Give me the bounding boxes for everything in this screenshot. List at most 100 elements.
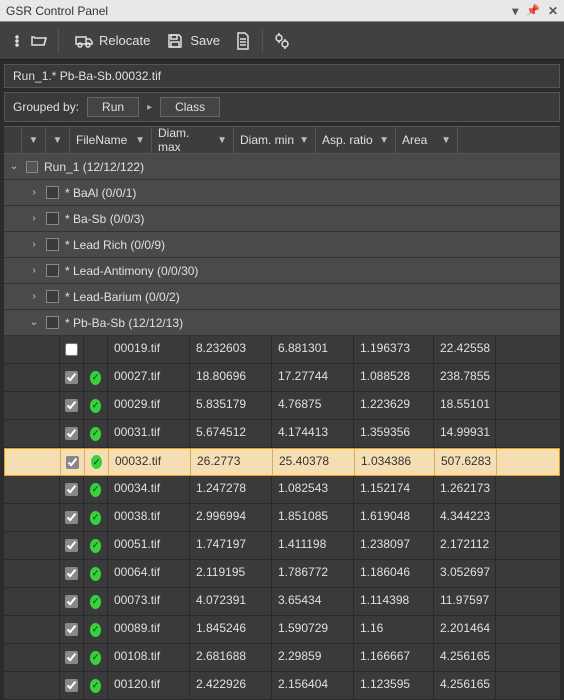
filter-icon[interactable]: ▼ bbox=[441, 135, 451, 146]
group-row-class[interactable]: ⌄* Pb-Ba-Sb (12/12/13) bbox=[4, 310, 560, 336]
group-row-class[interactable]: ›* Lead-Antimony (0/0/30) bbox=[4, 258, 560, 284]
window-title: GSR Control Panel bbox=[6, 4, 108, 18]
group-row-class[interactable]: ›* BaAl (0/0/1) bbox=[4, 180, 560, 206]
row-checkbox[interactable] bbox=[66, 456, 79, 469]
row-checkbox[interactable] bbox=[65, 399, 78, 412]
table-row[interactable]: ✓00027.tif18.8069617.277441.088528238.78… bbox=[4, 364, 560, 392]
toolbar: Relocate Save bbox=[0, 22, 564, 60]
cell-asp-ratio: 1.152174 bbox=[354, 476, 434, 503]
cell-filename: 00019.tif bbox=[108, 336, 190, 363]
row-checkbox[interactable] bbox=[65, 567, 78, 580]
row-indent bbox=[4, 616, 60, 643]
cell-status: ✓ bbox=[84, 364, 108, 391]
table-row[interactable]: 00019.tif8.2326036.8813011.19637322.4255… bbox=[4, 336, 560, 364]
cell-checkbox bbox=[60, 504, 84, 531]
row-checkbox[interactable] bbox=[65, 679, 78, 692]
group-checkbox[interactable] bbox=[46, 264, 59, 277]
group-checkbox[interactable] bbox=[46, 316, 59, 329]
group-separator-icon: ▸ bbox=[147, 102, 152, 113]
cell-checkbox bbox=[61, 449, 85, 475]
group-row-class[interactable]: ›* Ba-Sb (0/0/3) bbox=[4, 206, 560, 232]
row-checkbox[interactable] bbox=[65, 623, 78, 636]
close-icon[interactable]: ✕ bbox=[548, 4, 558, 18]
cell-area: 4.344223 bbox=[434, 504, 496, 531]
filter-icon[interactable]: ▼ bbox=[299, 135, 309, 146]
collapse-icon[interactable]: ⌄ bbox=[28, 317, 40, 328]
open-folder-icon[interactable] bbox=[30, 32, 48, 50]
table-row[interactable]: ✓00089.tif1.8452461.5907291.162.201464 bbox=[4, 616, 560, 644]
table-row[interactable]: ✓00051.tif1.7471971.4111981.2380972.1721… bbox=[4, 532, 560, 560]
pin-icon[interactable]: 📌 bbox=[526, 4, 540, 18]
row-checkbox[interactable] bbox=[65, 511, 78, 524]
filter-icon[interactable]: ▼ bbox=[29, 135, 39, 146]
header-area[interactable]: Area▼ bbox=[396, 127, 458, 153]
row-checkbox[interactable] bbox=[65, 595, 78, 608]
group-chip-class[interactable]: Class bbox=[160, 97, 220, 117]
row-checkbox[interactable] bbox=[65, 371, 78, 384]
cell-diam-max: 1.845246 bbox=[190, 616, 272, 643]
table-row[interactable]: ✓00073.tif4.0723913.654341.11439811.9759… bbox=[4, 588, 560, 616]
collapse-icon[interactable]: ⌄ bbox=[8, 161, 20, 172]
row-checkbox[interactable] bbox=[65, 483, 78, 496]
filter-icon[interactable]: ▼ bbox=[379, 135, 389, 146]
filter-icon[interactable]: ▼ bbox=[53, 135, 63, 146]
table-row[interactable]: ✓00108.tif2.6816882.298591.1666674.25616… bbox=[4, 644, 560, 672]
cell-filename: 00089.tif bbox=[108, 616, 190, 643]
row-checkbox[interactable] bbox=[65, 427, 78, 440]
table-row[interactable]: ✓00038.tif2.9969941.8510851.6190484.3442… bbox=[4, 504, 560, 532]
row-checkbox[interactable] bbox=[65, 343, 78, 356]
group-chip-run[interactable]: Run bbox=[87, 97, 139, 117]
header-filename[interactable]: FileName▼ bbox=[70, 127, 152, 153]
cell-diam-min: 4.174413 bbox=[272, 420, 354, 447]
status-ok-icon: ✓ bbox=[90, 371, 101, 385]
grouping-label: Grouped by: bbox=[13, 100, 79, 114]
cell-area: 4.256165 bbox=[434, 672, 496, 699]
filter-icon[interactable]: ▼ bbox=[217, 135, 227, 146]
relocate-button[interactable]: Relocate bbox=[69, 28, 156, 54]
group-checkbox[interactable] bbox=[46, 186, 59, 199]
header-status[interactable]: ▼ bbox=[46, 127, 70, 153]
group-checkbox[interactable] bbox=[46, 290, 59, 303]
cell-diam-max: 2.119195 bbox=[190, 560, 272, 587]
table-row[interactable]: ✓00064.tif2.1191951.7867721.1860463.0526… bbox=[4, 560, 560, 588]
header-checkbox[interactable]: ▼ bbox=[22, 127, 46, 153]
table-row[interactable]: ✓00120.tif2.4229262.1564041.1235954.2561… bbox=[4, 672, 560, 700]
cell-asp-ratio: 1.088528 bbox=[354, 364, 434, 391]
group-row-run[interactable]: ⌄ Run_1 (12/12/122) bbox=[4, 154, 560, 180]
expand-icon[interactable]: › bbox=[28, 213, 40, 224]
row-checkbox[interactable] bbox=[65, 651, 78, 664]
cell-diam-max: 5.835179 bbox=[190, 392, 272, 419]
expand-icon[interactable]: › bbox=[28, 265, 40, 276]
expand-icon[interactable]: › bbox=[28, 291, 40, 302]
menu-icon[interactable] bbox=[8, 32, 26, 50]
status-ok-icon: ✓ bbox=[90, 595, 101, 609]
row-indent bbox=[5, 449, 61, 475]
cell-area: 238.7855 bbox=[434, 364, 496, 391]
header-diam-min[interactable]: Diam. min▼ bbox=[234, 127, 316, 153]
table-row[interactable]: ✓00034.tif1.2472781.0825431.1521741.2621… bbox=[4, 476, 560, 504]
table-row[interactable]: ✓00029.tif5.8351794.768751.22362918.5510… bbox=[4, 392, 560, 420]
group-row-class[interactable]: ›* Lead Rich (0/0/9) bbox=[4, 232, 560, 258]
breadcrumb: Run_1.* Pb-Ba-Sb.00032.tif bbox=[4, 64, 560, 88]
row-checkbox[interactable] bbox=[65, 539, 78, 552]
header-asp-ratio[interactable]: Asp. ratio▼ bbox=[316, 127, 396, 153]
group-checkbox[interactable] bbox=[46, 238, 59, 251]
expand-icon[interactable]: › bbox=[28, 187, 40, 198]
document-icon[interactable] bbox=[234, 32, 252, 50]
save-button[interactable]: Save bbox=[160, 28, 226, 54]
group-checkbox[interactable] bbox=[46, 212, 59, 225]
header-diam-max[interactable]: Diam. max▼ bbox=[152, 127, 234, 153]
filter-icon[interactable]: ▼ bbox=[135, 135, 145, 146]
expand-icon[interactable]: › bbox=[28, 239, 40, 250]
divider bbox=[262, 29, 263, 53]
table-row[interactable]: ✓00031.tif5.6745124.1744131.35935614.999… bbox=[4, 420, 560, 448]
title-bar: GSR Control Panel ▾ 📌 ✕ bbox=[0, 0, 564, 22]
cell-diam-max: 26.2773 bbox=[191, 449, 273, 475]
dropdown-icon[interactable]: ▾ bbox=[512, 4, 518, 18]
status-ok-icon: ✓ bbox=[90, 623, 101, 637]
cell-status: ✓ bbox=[84, 476, 108, 503]
table-row[interactable]: ✓00032.tif26.277325.403781.034386507.628… bbox=[4, 448, 560, 476]
group-row-class[interactable]: ›* Lead-Barium (0/0/2) bbox=[4, 284, 560, 310]
cell-checkbox bbox=[60, 672, 84, 699]
settings-icon[interactable] bbox=[273, 32, 291, 50]
